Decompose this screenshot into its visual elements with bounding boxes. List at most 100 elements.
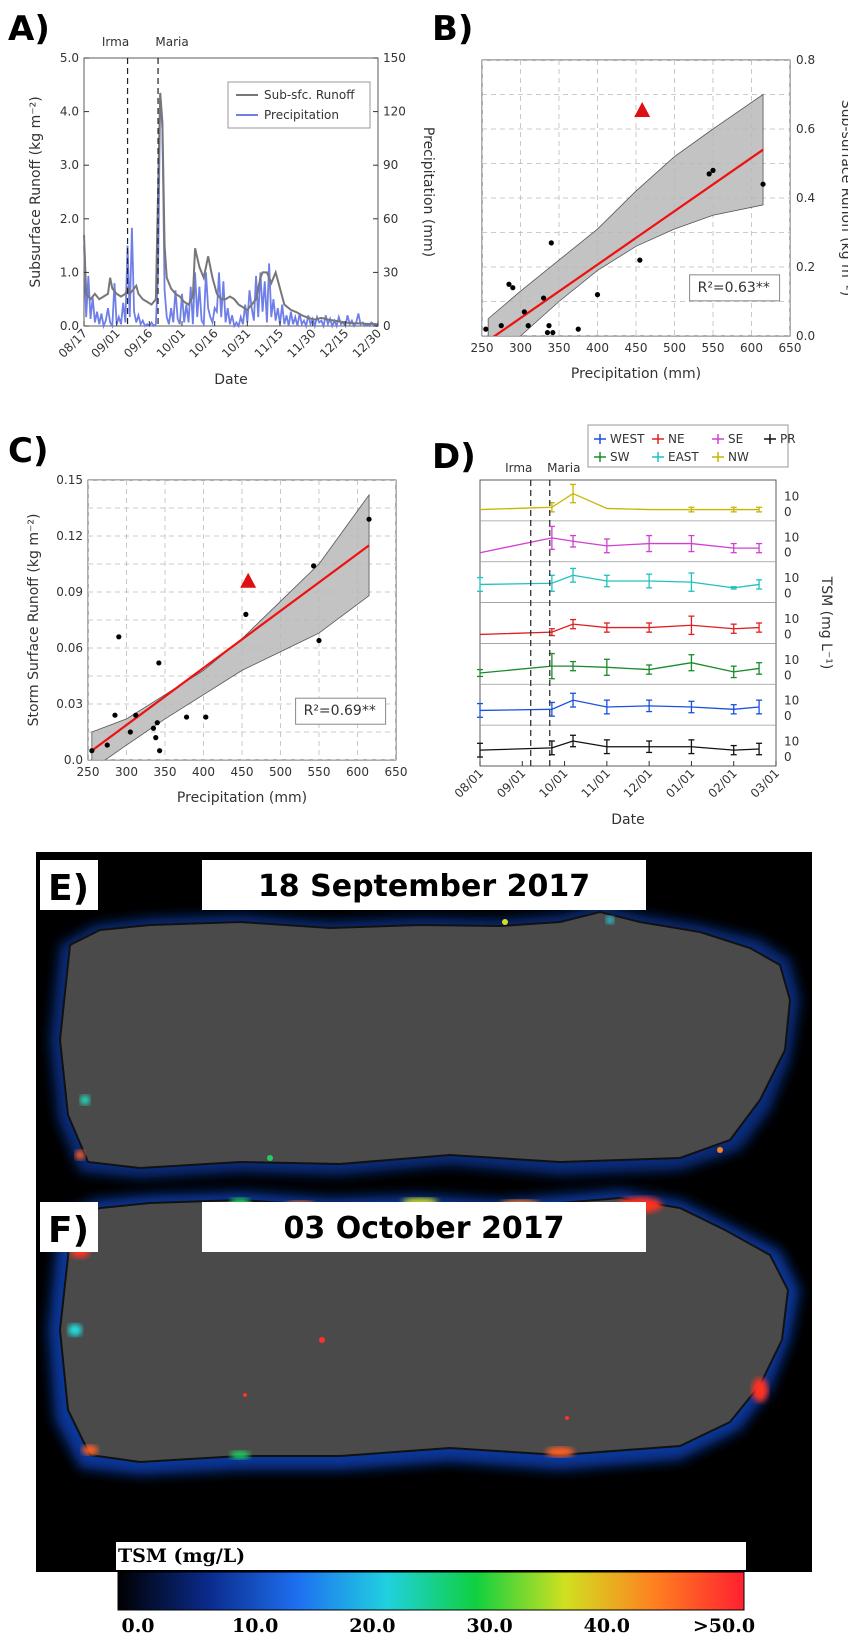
- data-point: [548, 240, 554, 246]
- colorbar-tick-bg: [100, 1612, 760, 1637]
- y-axis-label: Subsurface Runoff (kg m⁻²): [28, 96, 44, 287]
- x-tick-label: 12/01: [621, 766, 655, 800]
- sediment-spot: [319, 1337, 325, 1343]
- data-point: [203, 714, 209, 720]
- x-tick-label: 10/01: [536, 766, 570, 800]
- data-point: [594, 292, 601, 298]
- row-tick-label: 0: [784, 505, 792, 519]
- colorbar-title-box: [116, 1542, 746, 1570]
- x-tick-label: 500: [269, 765, 292, 779]
- x-axis-label: Date: [214, 372, 247, 388]
- data-point: [525, 323, 531, 329]
- island-e: [58, 910, 792, 1170]
- y2-tick-label: 0: [383, 319, 391, 333]
- y2-tick-label: 90: [383, 158, 398, 172]
- x-tick-label: 300: [509, 341, 532, 355]
- x-tick-label: 400: [586, 341, 609, 355]
- x-tick-label: 11/30: [284, 326, 318, 360]
- y-tick-label: 0.6: [796, 122, 815, 136]
- confidence-band: [487, 93, 764, 336]
- y2-tick-label: 30: [383, 265, 398, 279]
- x-tick-label: 400: [192, 765, 215, 779]
- data-point: [89, 748, 95, 754]
- precipitation-line: [83, 93, 378, 330]
- legend-label: EAST: [668, 450, 699, 464]
- date-e: 18 September 2017: [258, 869, 590, 904]
- row-tick-label: 0: [784, 627, 792, 641]
- y-tick-label: 0.06: [56, 641, 83, 655]
- event-label: Irma: [505, 461, 532, 475]
- data-point: [183, 714, 190, 720]
- y-tick-label: 0.2: [796, 260, 815, 274]
- colorbar-title: TSM (mg/L): [118, 1545, 245, 1567]
- fit-line: [91, 544, 370, 752]
- x-tick-label: 10/01: [154, 326, 188, 360]
- data-point: [154, 720, 160, 726]
- data-point: [243, 611, 249, 618]
- y-axis-label: TSM (mg L⁻¹): [818, 576, 834, 670]
- row-tick-label: 10: [784, 530, 799, 544]
- x-tick-label: 450: [625, 341, 648, 355]
- colorbar-tick-label: >50.0: [693, 1615, 755, 1637]
- fit-line: [492, 148, 764, 336]
- y-axis-label: Sub-surface Runoff (kg m⁻²): [838, 100, 848, 296]
- panel-f-label: F): [48, 1210, 89, 1251]
- x-tick-label: 02/01: [705, 766, 739, 800]
- x-axis-label: Date: [611, 812, 644, 828]
- y2-tick-label: 60: [383, 212, 398, 226]
- y-tick-label: 1.0: [60, 265, 79, 279]
- colorbar-tick-label: 30.0: [466, 1615, 512, 1637]
- panel-b-label: B): [432, 9, 473, 49]
- sediment-spot: [75, 1150, 85, 1160]
- x-tick-label: 500: [663, 341, 686, 355]
- legend-label: WEST: [610, 432, 645, 446]
- data-point: [521, 309, 527, 315]
- x-tick-label: 250: [77, 765, 100, 779]
- colorbar-tick-label: 10.0: [232, 1615, 278, 1637]
- legend-label: PR: [780, 432, 796, 446]
- data-point: [156, 660, 162, 666]
- data-point: [498, 323, 504, 329]
- data-point: [544, 329, 551, 336]
- x-tick-label: 650: [779, 341, 802, 355]
- data-point: [706, 171, 712, 177]
- data-point: [311, 563, 317, 569]
- date-box-f: [202, 1202, 646, 1252]
- row-tick-label: 10: [784, 694, 799, 708]
- panel-c-label: C): [8, 431, 49, 471]
- y-tick-label: 0.15: [56, 473, 83, 487]
- x-tick-label: 09/01: [494, 766, 528, 800]
- y-tick-label: 2.0: [60, 212, 79, 226]
- panel-a-label: A): [8, 9, 50, 49]
- data-point: [546, 323, 552, 329]
- y-tick-label: 5.0: [60, 51, 79, 65]
- data-point: [116, 634, 122, 640]
- data-point: [316, 637, 322, 644]
- x-tick-label: 09/01: [88, 326, 122, 360]
- data-point: [483, 326, 489, 332]
- y-tick-label: 3.0: [60, 158, 79, 172]
- x-tick-label: 09/16: [121, 326, 155, 360]
- date-box-e: [202, 860, 646, 910]
- data-point: [133, 712, 139, 718]
- x-tick-label: 550: [702, 341, 725, 355]
- y2-axis-label: Precipitation (mm): [420, 127, 436, 257]
- colorbar: [117, 1571, 745, 1611]
- row-tick-label: 0: [784, 709, 792, 723]
- data-point: [127, 729, 133, 735]
- x-tick-label: 250: [471, 341, 494, 355]
- data-point: [104, 742, 110, 748]
- x-tick-label: 08/01: [452, 766, 486, 800]
- legend-label: NE: [668, 432, 685, 446]
- map-panels: E) 18 September 2017 F) 03 October 2017 …: [36, 852, 812, 1637]
- x-tick-label: 350: [548, 341, 571, 355]
- row-tick-label: 10: [784, 571, 799, 585]
- y-tick-label: 0.0: [60, 319, 79, 333]
- data-point: [153, 735, 159, 741]
- x-tick-label: 12/15: [317, 326, 351, 360]
- colorbar-tick-label: 20.0: [349, 1615, 395, 1637]
- chart-c: 250 300 350 400 450 500 550 600 650 0.0 0.03 0.06 0.…: [26, 473, 407, 806]
- row-tick-label: 10: [784, 735, 799, 749]
